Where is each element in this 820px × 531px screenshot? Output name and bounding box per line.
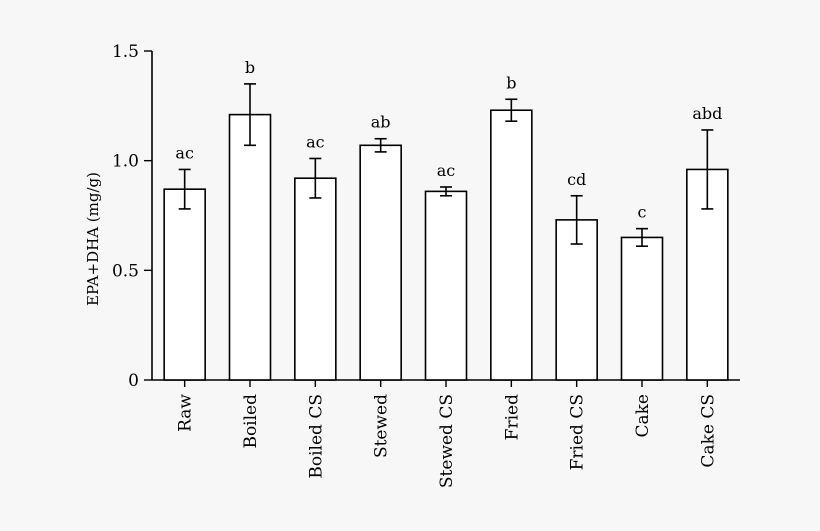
significance-label: b: [245, 58, 255, 77]
x-tick-label: Boiled CS: [306, 394, 326, 479]
labels-group: ac Raw b Boiled ac Boiled CS ab Stewed ac Stewed …: [175, 58, 722, 488]
bar: [555, 219, 598, 381]
y-tick-label: 0.5: [112, 261, 139, 281]
x-tick-label: Cake CS: [698, 394, 718, 468]
bar: [424, 190, 468, 381]
y-tick-label: 0: [128, 371, 139, 391]
x-tick-label: Raw: [176, 394, 196, 432]
bar: [620, 236, 664, 381]
bar: [163, 188, 206, 381]
y-tick-label: 1.5: [112, 42, 139, 62]
x-tick-label: Fried: [502, 394, 522, 440]
significance-label: abd: [692, 104, 722, 123]
x-tick-label: Fried CS: [568, 394, 588, 470]
significance-label: ab: [371, 113, 391, 132]
bar: [359, 144, 402, 381]
x-tick-label: Cake: [633, 394, 653, 438]
y-axis-title: EPA+DHA (mg/g): [84, 172, 102, 306]
x-tick-label: Stewed: [372, 394, 392, 458]
significance-label: ac: [437, 161, 456, 180]
bar: [228, 113, 272, 381]
bar: [294, 177, 337, 381]
significance-label: ac: [306, 132, 325, 151]
x-tick-label: Boiled: [241, 394, 261, 449]
significance-label: cd: [567, 170, 586, 189]
significance-label: ac: [175, 143, 194, 162]
y-tick-label: 1.0: [112, 152, 139, 172]
x-tick-label: Stewed CS: [437, 394, 457, 488]
significance-label: b: [506, 73, 516, 92]
bar: [490, 109, 533, 381]
bars-group: [163, 83, 729, 381]
significance-label: c: [638, 203, 647, 222]
